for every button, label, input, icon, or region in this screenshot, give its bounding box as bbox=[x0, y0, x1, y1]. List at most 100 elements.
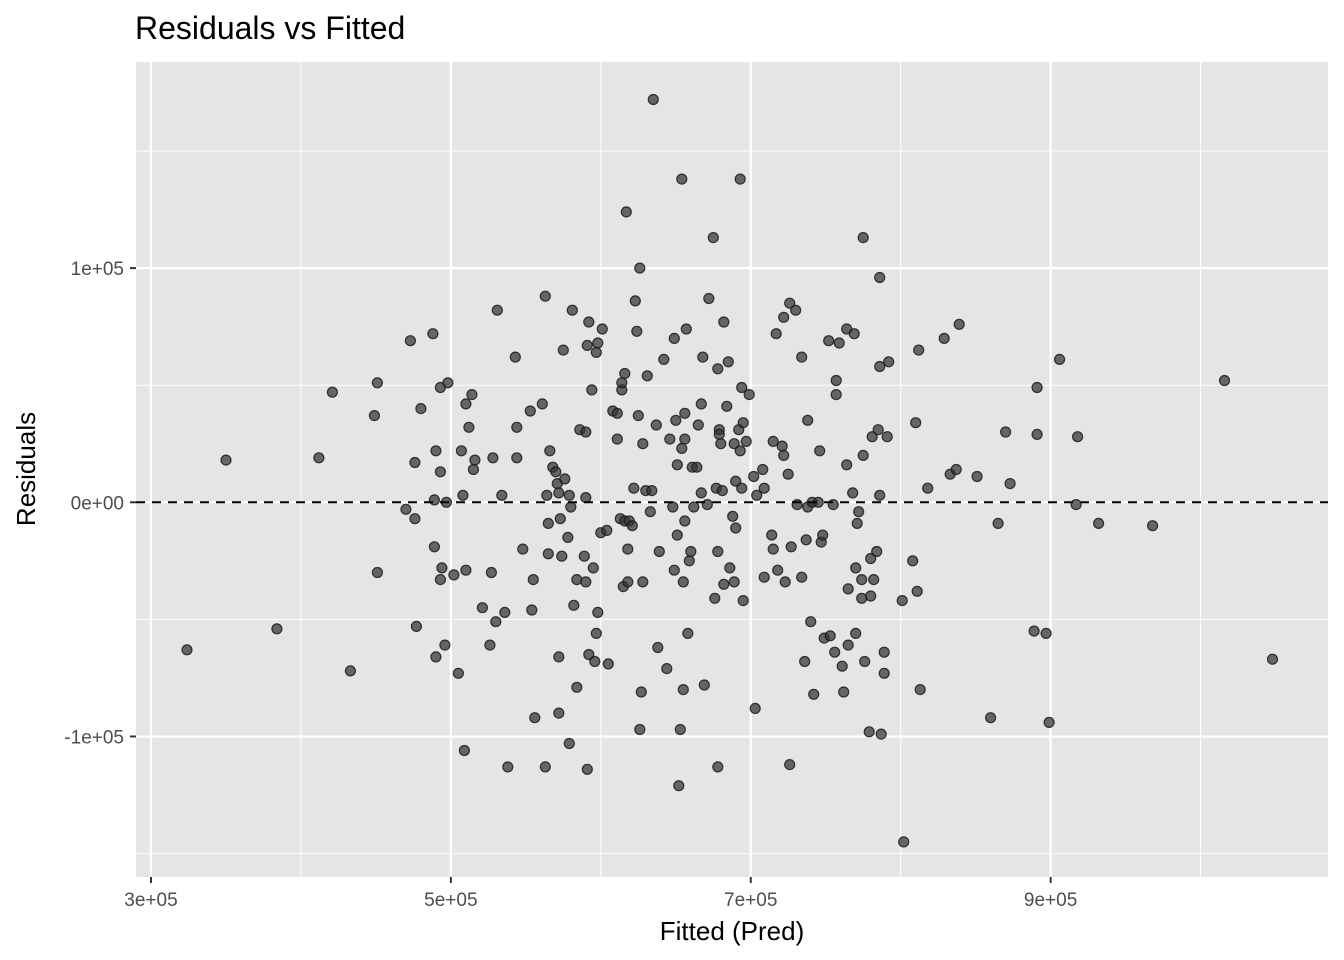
data-point bbox=[434, 573, 446, 586]
data-point bbox=[458, 744, 470, 757]
data-point bbox=[428, 494, 440, 506]
data-point bbox=[778, 311, 790, 323]
data-point bbox=[724, 562, 736, 574]
data-point bbox=[484, 639, 496, 651]
data-point bbox=[712, 363, 724, 375]
data-point bbox=[695, 398, 707, 410]
data-point bbox=[730, 475, 742, 487]
data-point bbox=[490, 616, 502, 628]
data-point bbox=[679, 515, 691, 527]
data-point bbox=[853, 506, 865, 518]
data-point bbox=[865, 552, 877, 565]
data-point bbox=[1092, 517, 1105, 530]
data-point bbox=[439, 639, 451, 651]
data-point bbox=[463, 421, 475, 433]
data-point bbox=[430, 651, 442, 663]
data-point bbox=[722, 356, 734, 368]
data-point bbox=[871, 545, 883, 558]
data-point bbox=[568, 599, 580, 611]
data-point bbox=[767, 543, 779, 555]
data-point bbox=[878, 646, 890, 658]
data-point bbox=[863, 726, 875, 738]
data-point bbox=[428, 541, 440, 553]
data-point bbox=[778, 449, 790, 461]
data-point bbox=[770, 328, 782, 340]
data-point bbox=[499, 606, 511, 619]
data-point bbox=[410, 620, 422, 633]
data-point bbox=[872, 424, 884, 436]
data-point bbox=[653, 545, 665, 558]
data-point bbox=[938, 332, 950, 344]
data-point bbox=[701, 499, 713, 511]
data-point bbox=[683, 555, 695, 567]
data-point bbox=[524, 405, 536, 417]
chart-title: Residuals vs Fitted bbox=[135, 10, 405, 46]
data-point bbox=[791, 499, 803, 511]
data-point bbox=[823, 335, 835, 347]
data-point bbox=[713, 428, 725, 440]
data-point bbox=[851, 517, 863, 530]
data-point bbox=[611, 407, 623, 419]
x-tick-labels: 3e+05 5e+05 7e+05 9e+05 bbox=[124, 890, 1077, 911]
data-point bbox=[641, 370, 653, 382]
data-point bbox=[313, 452, 325, 464]
data-point bbox=[784, 758, 796, 771]
data-point bbox=[736, 381, 748, 394]
data-point bbox=[368, 410, 380, 422]
data-point bbox=[400, 503, 412, 515]
data-point bbox=[749, 702, 761, 715]
data-point bbox=[502, 761, 514, 773]
data-point bbox=[220, 454, 232, 466]
data-point bbox=[808, 688, 820, 700]
data-point bbox=[566, 304, 578, 316]
data-point bbox=[679, 433, 691, 445]
data-point bbox=[557, 344, 569, 356]
data-point bbox=[541, 489, 553, 501]
data-point bbox=[712, 761, 724, 773]
data-point bbox=[734, 173, 746, 185]
data-point bbox=[491, 304, 503, 316]
data-point bbox=[914, 683, 926, 696]
data-point bbox=[539, 290, 551, 302]
data-point bbox=[1218, 374, 1231, 387]
data-point bbox=[784, 297, 796, 309]
data-point bbox=[691, 461, 703, 473]
data-point bbox=[371, 566, 383, 579]
data-point bbox=[922, 482, 934, 494]
data-point bbox=[578, 550, 590, 562]
data-point bbox=[436, 562, 448, 574]
data-point bbox=[841, 459, 853, 471]
data-point bbox=[628, 482, 640, 494]
data-point bbox=[563, 737, 575, 750]
data-point bbox=[601, 524, 613, 537]
data-point bbox=[874, 489, 886, 501]
data-point bbox=[692, 419, 704, 431]
data-point bbox=[728, 438, 740, 450]
data-point bbox=[580, 426, 592, 438]
data-point bbox=[1053, 353, 1066, 365]
data-point bbox=[859, 655, 871, 668]
data-point bbox=[371, 377, 383, 389]
data-point bbox=[790, 304, 802, 316]
data-point bbox=[580, 492, 592, 504]
data-point bbox=[586, 384, 598, 396]
data-point bbox=[1266, 653, 1279, 665]
data-point bbox=[631, 325, 643, 337]
data-point bbox=[772, 564, 784, 576]
data-point bbox=[536, 398, 548, 410]
data-point bbox=[715, 438, 727, 450]
data-point bbox=[634, 723, 646, 736]
data-point bbox=[674, 723, 686, 736]
data-point bbox=[589, 655, 601, 668]
data-point bbox=[734, 445, 746, 457]
data-point bbox=[466, 389, 478, 401]
data-point bbox=[758, 571, 770, 583]
data-point bbox=[796, 351, 808, 363]
data-point bbox=[842, 639, 854, 651]
data-point bbox=[553, 651, 565, 663]
data-point bbox=[721, 400, 733, 412]
data-point bbox=[766, 529, 778, 541]
data-point bbox=[629, 295, 641, 307]
data-point bbox=[767, 435, 779, 447]
